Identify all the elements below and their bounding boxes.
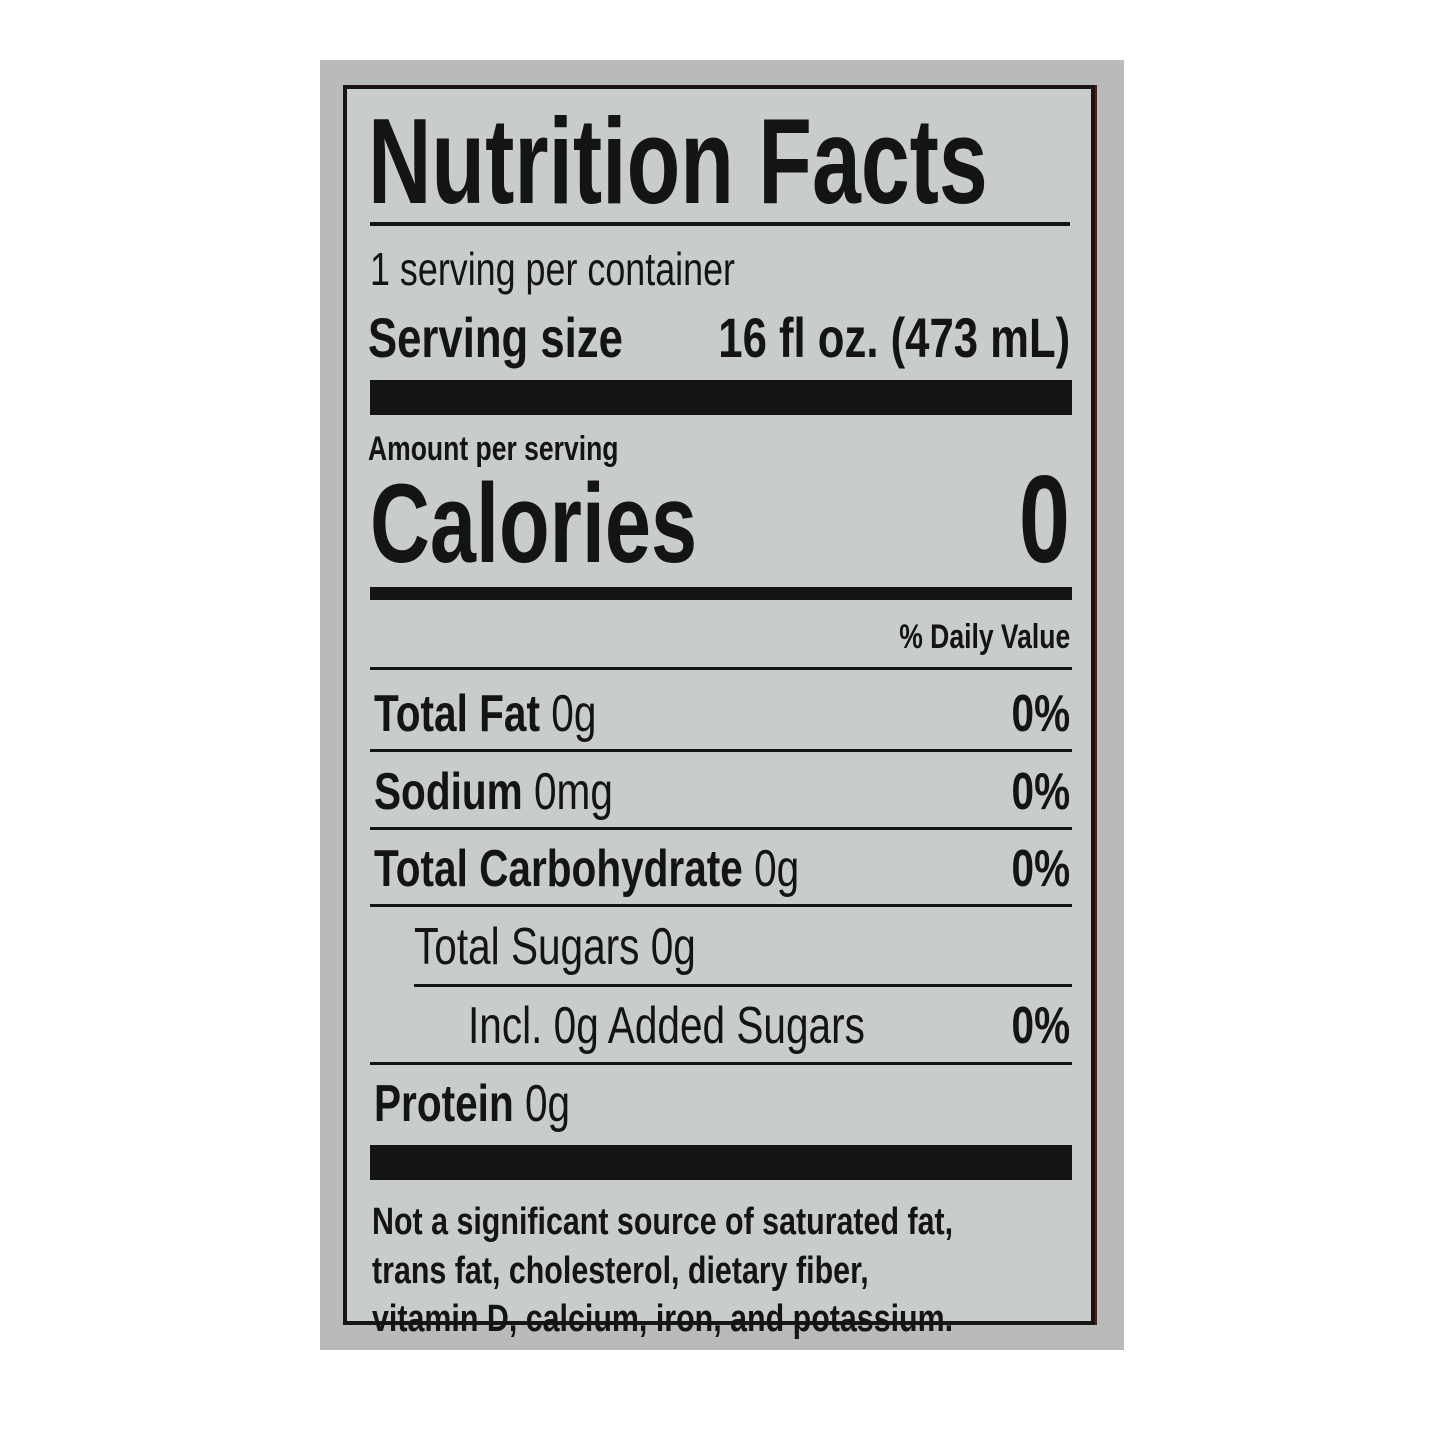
divider — [414, 984, 1072, 987]
thick-bar — [370, 1145, 1072, 1180]
calories-label: Calories — [370, 461, 698, 586]
nutrient-row-total-carbohydrate: Total Carbohydrate 0g — [374, 840, 800, 898]
nutrient-row-sodium: Sodium 0mg — [374, 763, 613, 821]
medium-bar — [370, 587, 1072, 600]
serving-size-value: 16 fl oz. (473 mL) — [718, 306, 1070, 369]
footnote-line: Not a significant source of saturated fa… — [372, 1201, 954, 1243]
amount-per-serving: Amount per serving — [368, 430, 619, 468]
thick-bar — [370, 380, 1072, 415]
footnote-line: vitamin D, calcium, iron, and potassium. — [372, 1298, 954, 1340]
nutrient-row-total-fat: Total Fat 0g — [374, 685, 597, 743]
dv-sodium: 0% — [1011, 763, 1070, 821]
serving-size-label: Serving size — [368, 306, 623, 369]
nutrition-label — [343, 85, 1095, 1325]
footnote-line: trans fat, cholesterol, dietary fiber, — [372, 1250, 869, 1292]
divider — [370, 667, 1072, 670]
divider — [370, 749, 1072, 752]
label-title: Nutrition Facts — [368, 93, 988, 229]
divider — [370, 904, 1072, 907]
calories-value: 0 — [1018, 451, 1070, 589]
daily-value-header: % Daily Value — [898, 618, 1070, 656]
divider — [370, 827, 1072, 830]
nutrient-row-protein: Protein 0g — [374, 1075, 571, 1133]
servings-per-container: 1 serving per container — [370, 243, 735, 295]
dv-added-sugars: 0% — [1011, 997, 1070, 1055]
dv-total-carbohydrate: 0% — [1011, 840, 1070, 898]
dv-total-fat: 0% — [1011, 685, 1070, 743]
divider — [370, 1062, 1072, 1065]
divider — [370, 222, 1070, 226]
nutrient-row-total-sugars: Total Sugars 0g — [414, 918, 696, 976]
nutrient-row-added-sugars: Incl. 0g Added Sugars — [468, 997, 865, 1055]
